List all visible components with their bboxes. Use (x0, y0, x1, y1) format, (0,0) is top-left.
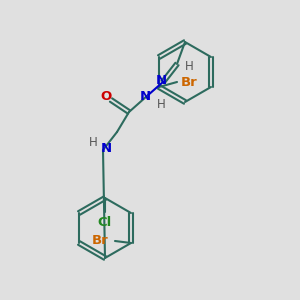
Text: Br: Br (92, 235, 109, 248)
Text: N: N (100, 142, 112, 155)
Text: Br: Br (181, 76, 198, 88)
Text: H: H (157, 98, 166, 110)
Text: N: N (155, 74, 167, 88)
Text: H: H (185, 59, 194, 73)
Text: N: N (140, 89, 151, 103)
Text: O: O (100, 91, 112, 103)
Text: H: H (88, 136, 98, 148)
Text: Cl: Cl (98, 216, 112, 229)
